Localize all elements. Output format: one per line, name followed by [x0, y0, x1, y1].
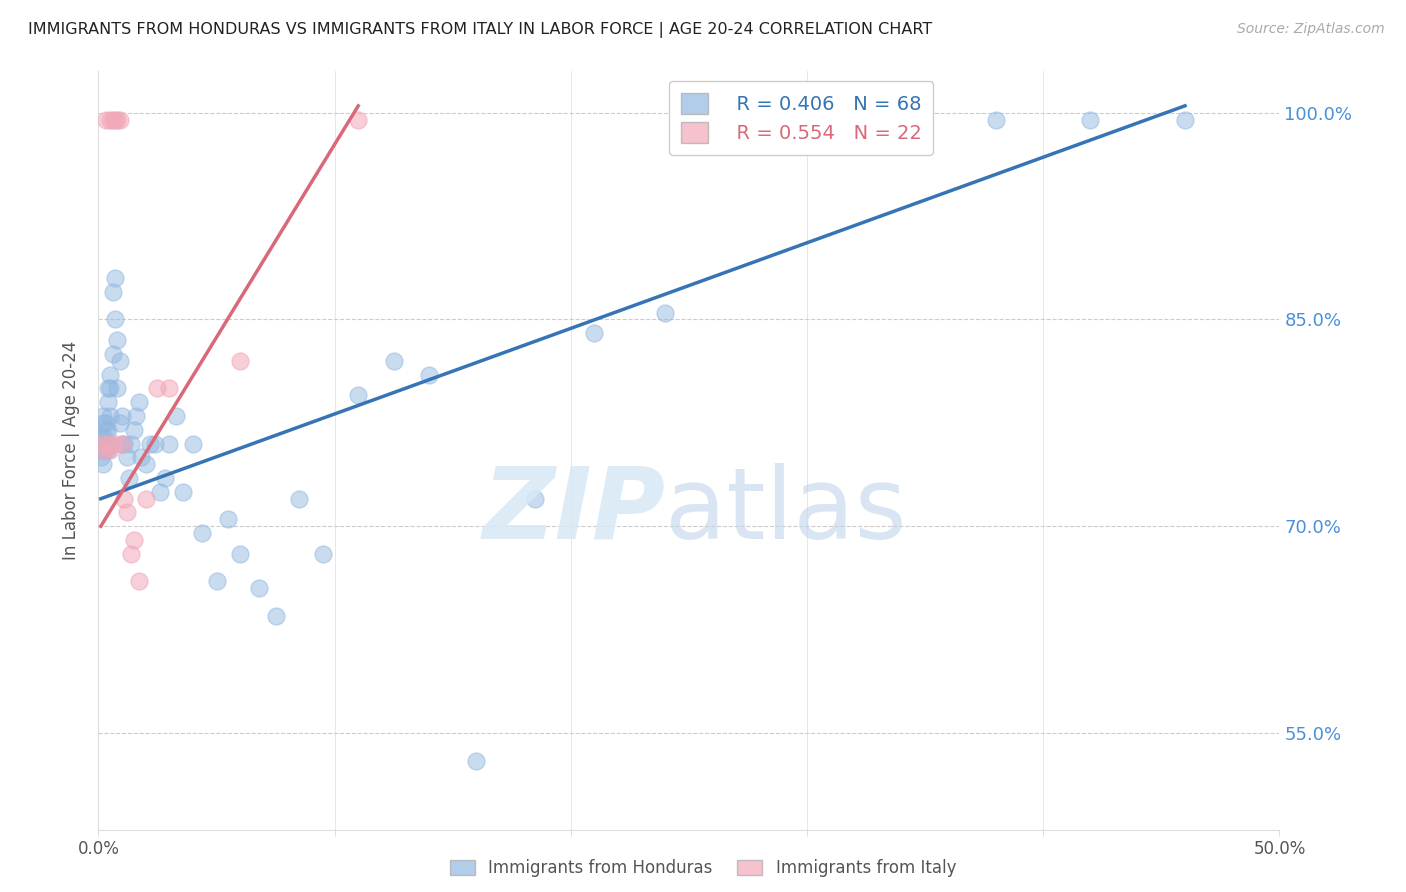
Point — [98, 381, 121, 395]
Point — [94, 416, 117, 430]
Point — [98, 112, 121, 127]
Point — [105, 333, 128, 347]
Point — [165, 409, 187, 423]
Point — [149, 484, 172, 499]
Point — [125, 409, 148, 423]
Point — [1174, 112, 1197, 127]
Point — [135, 491, 157, 506]
Point — [654, 305, 676, 319]
Point — [104, 271, 127, 285]
Point — [122, 423, 145, 437]
Point — [288, 491, 311, 506]
Point — [139, 436, 162, 450]
Point — [101, 347, 124, 361]
Point — [583, 326, 606, 341]
Point — [111, 409, 134, 423]
Legend:   R = 0.406   N = 68,   R = 0.554   N = 22: R = 0.406 N = 68, R = 0.554 N = 22 — [669, 81, 934, 154]
Point — [312, 547, 335, 561]
Point — [91, 443, 114, 458]
Point — [104, 312, 127, 326]
Point — [90, 450, 112, 465]
Point — [98, 443, 121, 458]
Point — [264, 608, 287, 623]
Point — [135, 457, 157, 471]
Point — [90, 443, 112, 458]
Point — [91, 430, 114, 444]
Point — [115, 450, 138, 465]
Point — [1080, 112, 1102, 127]
Point — [112, 436, 135, 450]
Point — [112, 491, 135, 506]
Text: atlas: atlas — [665, 463, 907, 559]
Point — [890, 112, 912, 127]
Point — [382, 354, 405, 368]
Point — [205, 574, 228, 589]
Point — [91, 443, 114, 458]
Point — [91, 416, 114, 430]
Point — [217, 512, 239, 526]
Point — [796, 112, 818, 127]
Point — [146, 381, 169, 395]
Point — [153, 471, 176, 485]
Y-axis label: In Labor Force | Age 20-24: In Labor Force | Age 20-24 — [62, 341, 80, 560]
Text: ZIP: ZIP — [482, 463, 665, 559]
Point — [128, 574, 150, 589]
Point — [129, 450, 152, 465]
Point — [157, 436, 180, 450]
Point — [118, 471, 141, 485]
Point — [97, 443, 120, 458]
Point — [115, 506, 138, 520]
Point — [101, 285, 124, 299]
Point — [111, 436, 134, 450]
Point — [984, 112, 1007, 127]
Point — [418, 368, 440, 382]
Point — [94, 436, 117, 450]
Point — [104, 112, 127, 127]
Point — [229, 547, 252, 561]
Point — [108, 112, 131, 127]
Point — [94, 443, 117, 458]
Point — [191, 526, 214, 541]
Point — [111, 436, 134, 450]
Point — [157, 381, 180, 395]
Point — [97, 395, 120, 409]
Point — [122, 533, 145, 547]
Point — [105, 112, 128, 127]
Legend: Immigrants from Honduras, Immigrants from Italy: Immigrants from Honduras, Immigrants fro… — [443, 853, 963, 884]
Point — [347, 388, 370, 402]
Point — [90, 430, 112, 444]
Point — [97, 423, 120, 437]
Point — [347, 112, 370, 127]
Point — [94, 112, 117, 127]
Point — [143, 436, 166, 450]
Point — [98, 368, 121, 382]
Point — [229, 354, 252, 368]
Point — [121, 547, 143, 561]
Point — [725, 112, 748, 127]
Point — [181, 436, 204, 450]
Point — [104, 436, 127, 450]
Point — [98, 436, 121, 450]
Text: Source: ZipAtlas.com: Source: ZipAtlas.com — [1237, 22, 1385, 37]
Text: IMMIGRANTS FROM HONDURAS VS IMMIGRANTS FROM ITALY IN LABOR FORCE | AGE 20-24 COR: IMMIGRANTS FROM HONDURAS VS IMMIGRANTS F… — [28, 22, 932, 38]
Point — [172, 484, 194, 499]
Point — [105, 381, 128, 395]
Point — [90, 436, 112, 450]
Point — [108, 416, 131, 430]
Point — [128, 395, 150, 409]
Point — [121, 436, 143, 450]
Point — [94, 423, 117, 437]
Point — [101, 112, 124, 127]
Point — [91, 457, 114, 471]
Point — [247, 582, 270, 596]
Point — [524, 491, 547, 506]
Point — [97, 381, 120, 395]
Point — [98, 409, 121, 423]
Point — [91, 409, 114, 423]
Point — [465, 754, 488, 768]
Point — [97, 436, 120, 450]
Point — [108, 354, 131, 368]
